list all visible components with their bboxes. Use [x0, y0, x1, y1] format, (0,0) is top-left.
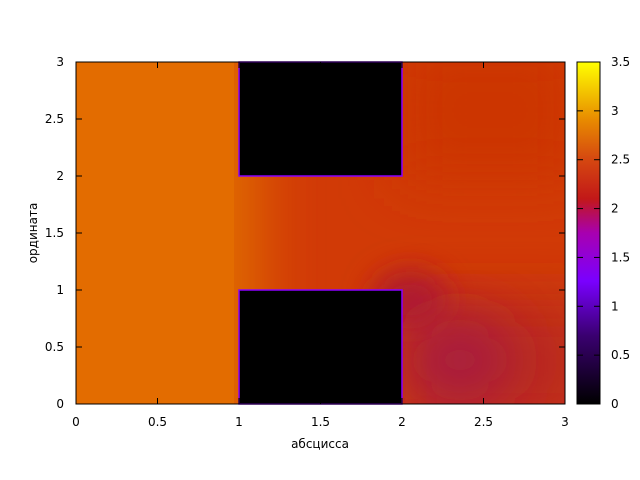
- x-tick-label: 0: [72, 415, 80, 429]
- colorbar-tick-label: 1.5: [611, 250, 630, 264]
- colorbar-tick-label: 3.5: [611, 55, 630, 69]
- colorbar-tick-label: 0.5: [611, 348, 630, 362]
- y-tick-label: 2: [56, 169, 64, 183]
- y-tick-label: 3: [56, 55, 64, 69]
- x-tick-label: 2.5: [474, 415, 493, 429]
- y-axis-label: ордината: [26, 203, 40, 264]
- colorbar-tick-label: 3: [611, 104, 619, 118]
- y-tick-label: 0: [56, 397, 64, 411]
- obstacle-1: [238, 61, 403, 177]
- x-tick-label: 0.5: [148, 415, 167, 429]
- colorbar-tick-label: 2.5: [611, 153, 630, 167]
- y-tick-label: 0.5: [45, 340, 64, 354]
- colorbar-tick-label: 1: [611, 299, 619, 313]
- obstacle-2: [238, 289, 403, 405]
- colorbar-tick-label: 0: [611, 397, 619, 411]
- colorbar: [577, 62, 600, 404]
- field-left-solid: [76, 62, 234, 404]
- x-tick-label: 3: [561, 415, 569, 429]
- y-tick-label: 1: [56, 283, 64, 297]
- x-axis: 0 0.5 1 1.5 2 2.5 3: [72, 62, 569, 429]
- obstacles-layer: [238, 61, 403, 405]
- y-tick-label: 1.5: [45, 226, 64, 240]
- x-tick-label: 1.5: [311, 415, 330, 429]
- colorbar-border: [576, 61, 601, 405]
- y-axis: 0 0.5 1 1.5 2 2.5 3: [45, 55, 565, 411]
- colorbar-axis: 0 0.5 1 1.5 2 2.5 3 3.5: [577, 55, 630, 411]
- y-tick-label: 2.5: [45, 112, 64, 126]
- field-dip-lower: [405, 315, 515, 404]
- field-upper-right: [400, 62, 565, 180]
- colorbar-tick-label: 2: [611, 202, 619, 216]
- x-tick-label: 1: [235, 415, 243, 429]
- x-tick-label: 2: [398, 415, 406, 429]
- x-axis-label: абсцисса: [291, 437, 349, 451]
